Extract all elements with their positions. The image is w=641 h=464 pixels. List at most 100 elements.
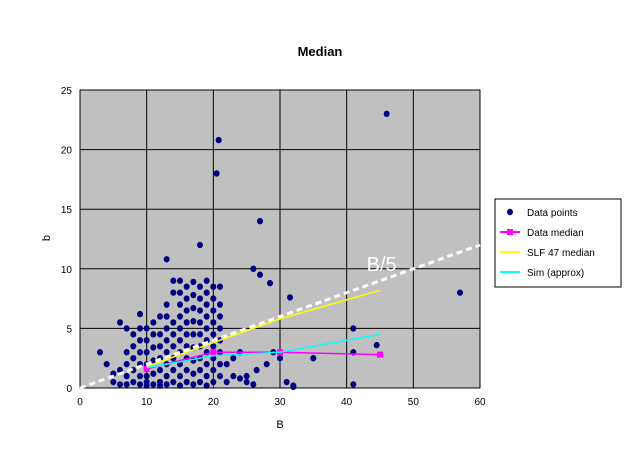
- y-tick-label: 25: [61, 86, 73, 97]
- data-point: [170, 331, 177, 338]
- data-point: [287, 294, 293, 301]
- data-point: [210, 319, 217, 326]
- reference-line: [79, 243, 481, 390]
- data-point: [157, 382, 163, 389]
- data-point: [183, 295, 190, 302]
- data-point: [203, 325, 210, 332]
- x-tick-label: 60: [474, 397, 486, 408]
- data-point: [177, 372, 183, 380]
- legend: Data points Data median SLF 47 median Sim (…: [494, 198, 622, 288]
- data-point: [197, 366, 203, 374]
- data-point: [257, 217, 263, 225]
- data-point: [250, 265, 257, 272]
- data-point: [150, 344, 157, 351]
- data-point: [243, 372, 250, 380]
- data-point: [137, 325, 143, 332]
- y-tick-label: 15: [61, 205, 73, 216]
- data-point: [197, 307, 203, 314]
- data-point: [203, 360, 210, 368]
- data-point: [183, 331, 190, 338]
- data-point: [350, 325, 357, 332]
- data-point: [210, 295, 217, 302]
- data-point: [123, 325, 130, 332]
- x-tick-label: 40: [341, 397, 353, 408]
- data-point: [137, 310, 143, 318]
- series-b-5: [79, 243, 481, 390]
- data-point: [210, 378, 217, 386]
- data-point: [383, 110, 390, 118]
- data-point: [163, 337, 170, 344]
- data-point: [177, 301, 183, 308]
- series-line: [146, 333, 381, 369]
- data-point: [163, 301, 170, 308]
- data-point: [197, 295, 203, 302]
- x-axis-label: B: [276, 419, 283, 431]
- series-slf-47-median: [146, 289, 381, 368]
- series-line: [146, 351, 381, 370]
- data-point: [190, 381, 197, 388]
- data-point: [230, 372, 237, 380]
- data-point: [230, 355, 237, 362]
- data-point: [130, 331, 137, 338]
- data-point: [215, 136, 222, 144]
- data-point: [130, 378, 137, 386]
- chart-title: Median: [298, 44, 343, 59]
- data-point: [170, 277, 177, 284]
- data-point: [183, 378, 190, 386]
- data-point: [190, 291, 197, 299]
- y-tick-label: 20: [61, 146, 73, 157]
- data-point: [197, 241, 203, 249]
- data-point: [253, 366, 260, 374]
- y-tick-label: 0: [66, 384, 72, 395]
- data-point: [143, 378, 150, 386]
- x-tick-label: 20: [208, 397, 220, 408]
- legend-swatch: [507, 208, 513, 216]
- data-point: [217, 372, 223, 380]
- data-point: [217, 301, 223, 308]
- data-point: [190, 331, 197, 338]
- y-axis-ticks: 0 5 10 15 20 25: [61, 86, 73, 395]
- data-point: [177, 325, 183, 332]
- data-point: [123, 381, 130, 388]
- data-point: [210, 343, 217, 350]
- data-point: [190, 304, 197, 312]
- data-point: [170, 319, 177, 326]
- median-marker: [377, 351, 383, 358]
- data-point: [110, 378, 117, 386]
- data-point: [210, 307, 217, 314]
- data-point: [143, 325, 150, 332]
- x-tick-label: 0: [77, 397, 83, 408]
- data-point: [117, 381, 123, 388]
- b-over-5-annotation: B/5: [367, 254, 397, 276]
- series-sim-approx-: [146, 333, 381, 369]
- data-point: [203, 313, 210, 320]
- data-point: [177, 337, 183, 344]
- data-point: [150, 370, 157, 377]
- data-point: [163, 256, 170, 263]
- data-point: [143, 337, 150, 344]
- x-tick-label: 30: [274, 397, 286, 408]
- legend-label: SLF 47 median: [527, 248, 595, 259]
- data-point: [117, 319, 123, 326]
- plot-area: B/5: [79, 89, 481, 391]
- data-point: [250, 381, 257, 388]
- median-marker: [143, 365, 150, 372]
- median-marker: [210, 349, 217, 356]
- data-point: [163, 325, 170, 332]
- data-point: [243, 378, 250, 386]
- data-point: [170, 378, 177, 386]
- data-point: [97, 349, 103, 356]
- data-point: [257, 271, 263, 278]
- data-point: [163, 372, 170, 380]
- data-point: [123, 360, 130, 368]
- data-point: [150, 319, 157, 326]
- data-point: [157, 343, 163, 350]
- series-line: [146, 289, 381, 368]
- legend-label: Data median: [527, 228, 584, 239]
- data-point: [223, 360, 230, 368]
- data-point: [210, 283, 217, 290]
- data-point: [150, 381, 157, 388]
- data-point: [143, 372, 150, 380]
- data-point: [123, 349, 130, 356]
- data-point: [183, 366, 190, 374]
